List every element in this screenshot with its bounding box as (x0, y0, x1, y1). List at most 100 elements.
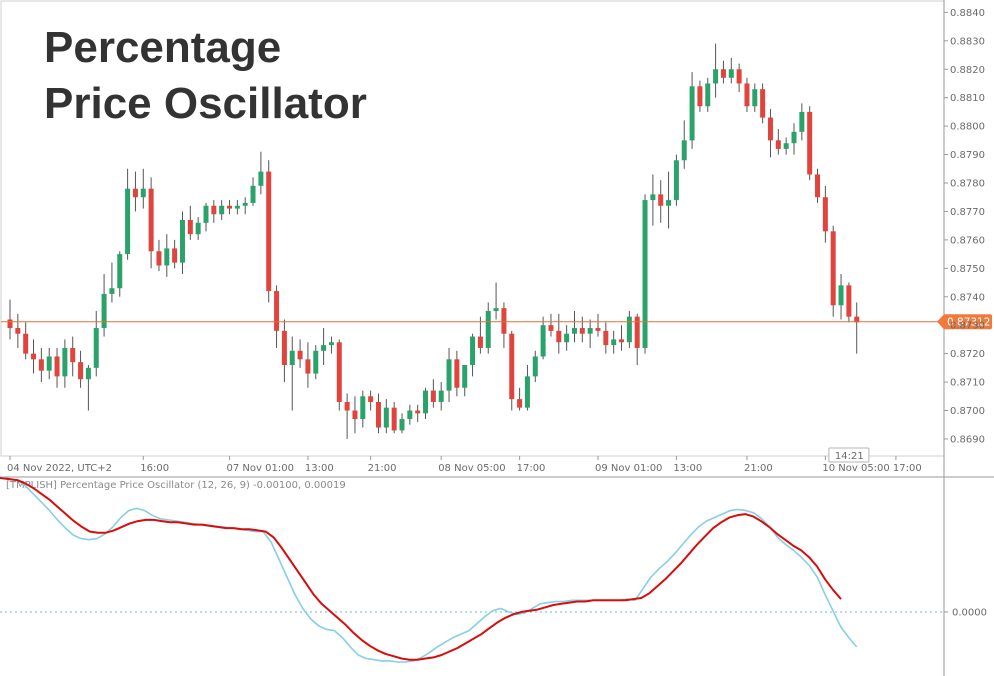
candle-body-bull (101, 293, 107, 329)
indicator-label: [TMPLISH] Percentage Price Oscillator (1… (6, 480, 346, 491)
candle-body-bear (454, 359, 460, 388)
candle-body-bull (713, 69, 719, 84)
candle (532, 350, 538, 383)
candle-body-bear (634, 316, 640, 348)
candle (846, 282, 852, 323)
candle-body-bear (297, 350, 303, 360)
candle (156, 239, 162, 272)
candle (673, 154, 679, 206)
candle-body-bull (611, 339, 617, 346)
candle-body-bull (328, 342, 334, 346)
candle (289, 336, 295, 411)
price-tick-label: 0.8720 (950, 349, 985, 360)
candle-body-bull (681, 140, 687, 161)
candle (195, 217, 201, 240)
candle-body-bull (666, 200, 672, 206)
time-tick-label: 17:00 (893, 463, 922, 474)
time-tick-label: 13:00 (305, 463, 334, 474)
candle (46, 347, 52, 380)
candle (23, 322, 29, 360)
candle-body-bear (744, 83, 750, 107)
candle-body-bear (595, 328, 601, 331)
candle (360, 390, 366, 428)
candle-body-bull (532, 356, 538, 377)
candle (744, 77, 750, 112)
candle-body-bear (15, 328, 21, 334)
candle (713, 43, 719, 98)
candle (407, 404, 413, 425)
time-tick-label: 08 Nov 05:00 (438, 463, 505, 474)
candle-body-bear (31, 353, 37, 360)
candle-body-bear (7, 319, 13, 329)
candle (423, 387, 429, 420)
candle-body-bear (305, 359, 311, 374)
current-price-label: 0.87312 (947, 317, 990, 329)
candle-body-bull (524, 376, 530, 408)
candle (274, 285, 280, 348)
candle-body-bear (697, 86, 703, 107)
candle-body-bull (219, 205, 225, 215)
candle-body-bull (93, 328, 99, 368)
candle-body-bull (117, 254, 123, 289)
price-tick-label: 0.8820 (950, 65, 985, 76)
candle-body-bear (760, 89, 766, 118)
candle-body-bull (383, 407, 389, 428)
time-tick-label: 10 Nov 05:00 (822, 463, 889, 474)
time-tick-label: 07 Nov 01:00 (227, 463, 294, 474)
candle (524, 365, 530, 411)
candle-body-bull (799, 111, 805, 132)
candle-body-bull (470, 336, 476, 365)
candle-body-bull (164, 248, 170, 266)
price-tick-label: 0.8700 (950, 406, 985, 417)
candle (634, 313, 640, 365)
price-tick-label: 0.8840 (950, 8, 985, 19)
candle (705, 77, 711, 112)
candle-body-bull (540, 325, 546, 357)
candle-body-bull (587, 328, 593, 334)
candle-body-bull (564, 333, 570, 343)
candle (681, 120, 687, 169)
candle (830, 225, 836, 317)
price-y-grid (944, 11, 948, 440)
price-tick-label: 0.8750 (950, 264, 985, 275)
time-badge-label: 14:21 (835, 451, 864, 462)
candle (854, 302, 860, 354)
candle (85, 365, 91, 411)
candle-body-bull (752, 89, 758, 107)
candle (603, 322, 609, 354)
candle (172, 239, 178, 269)
candle (626, 310, 632, 348)
candle-body-bear (775, 140, 781, 149)
candle (564, 325, 570, 351)
candle (7, 299, 13, 340)
candle (736, 63, 742, 92)
candle-body-bull (705, 83, 711, 107)
candle (140, 168, 146, 209)
candle (728, 57, 734, 84)
candle (336, 339, 342, 411)
candle (822, 185, 828, 243)
candle-body-bear (854, 316, 860, 323)
signal-series-line (0, 477, 842, 661)
candle-body-bull (838, 285, 844, 306)
candle (399, 413, 405, 434)
candle (752, 83, 758, 112)
candle (760, 83, 766, 124)
candle-body-bear (23, 333, 29, 354)
candle (321, 328, 327, 365)
chart-title-line2: Price Oscillator (44, 79, 367, 128)
candle (125, 168, 131, 260)
candle (775, 128, 781, 155)
candle-body-bear (509, 333, 515, 400)
candle-body-bull (438, 390, 444, 402)
candle (619, 325, 625, 351)
candle-body-bull (650, 194, 656, 201)
candle-body-bear (556, 330, 562, 343)
candle (556, 313, 562, 354)
candle (642, 194, 648, 354)
candle-body-bear (767, 117, 773, 141)
candle (132, 171, 138, 212)
candle (571, 310, 577, 343)
candle (93, 310, 99, 377)
candle (462, 365, 468, 397)
